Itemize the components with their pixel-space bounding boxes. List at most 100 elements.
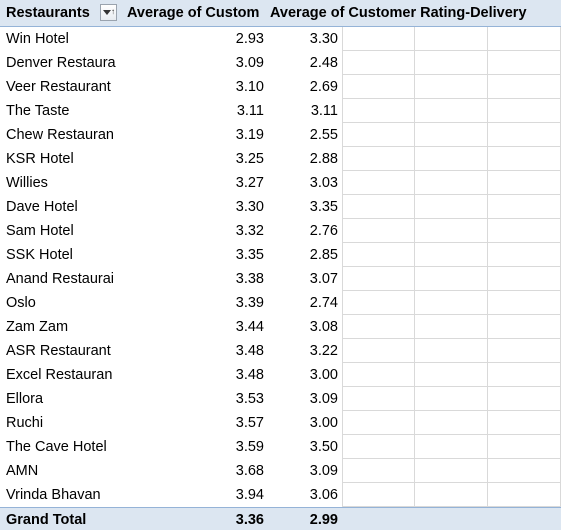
grid-column-line [414,0,415,530]
avg-rating-delivery-cell[interactable]: 2.85 [309,247,338,263]
grid-row-line [342,338,561,339]
avg-customer-rating-cell[interactable]: 3.35 [235,247,264,263]
avg-rating-delivery-cell[interactable]: 3.35 [309,199,338,215]
restaurant-name-cell[interactable]: Chew Restauran [6,127,114,143]
restaurant-name-cell[interactable]: Zam Zam [6,319,69,335]
avg-rating-delivery-cell[interactable]: 2.74 [309,295,338,311]
avg-customer-rating-cell[interactable]: 3.48 [235,367,264,383]
header-average-rating-delivery[interactable]: Average of Customer Rating-Delivery [270,5,527,21]
avg-customer-rating-cell[interactable]: 3.32 [235,223,264,239]
restaurant-name-cell[interactable]: Win Hotel [6,31,69,47]
avg-rating-delivery-cell[interactable]: 3.07 [309,271,338,287]
avg-rating-delivery-cell[interactable]: 3.03 [309,175,338,191]
avg-customer-rating-cell[interactable]: 3.30 [235,199,264,215]
restaurant-name-cell[interactable]: Oslo [6,295,36,311]
avg-rating-delivery-cell[interactable]: 3.00 [309,415,338,431]
grid-row-line [342,74,561,75]
avg-rating-delivery-cell[interactable]: 3.08 [309,319,338,335]
table-row: Vrinda Bhavan 3.94 3.06 [0,483,561,507]
table-row: The Cave Hotel 3.59 3.50 [0,435,561,459]
grand-total-avg-customer-rating[interactable]: 3.36 [235,512,264,528]
avg-rating-delivery-cell[interactable]: 3.00 [309,367,338,383]
restaurant-name-cell[interactable]: KSR Hotel [6,151,74,167]
table-row: Willies 3.27 3.03 [0,171,561,195]
restaurant-name-cell[interactable]: Vrinda Bhavan [6,487,101,503]
header-restaurants-label: Restaurants [6,5,90,21]
avg-rating-delivery-cell[interactable]: 2.76 [309,223,338,239]
avg-rating-delivery-cell[interactable]: 3.30 [309,31,338,47]
header-average-customer-rating[interactable]: Average of Custom [127,5,260,21]
grid-row-line [342,266,561,267]
avg-customer-rating-cell[interactable]: 2.93 [235,31,264,47]
table-row: Win Hotel 2.93 3.30 [0,27,561,51]
table-row: Ruchi 3.57 3.00 [0,411,561,435]
grid-row-line [342,434,561,435]
table-row: Sam Hotel 3.32 2.76 [0,219,561,243]
grid-row-line [342,506,561,507]
avg-customer-rating-cell[interactable]: 3.11 [236,103,264,119]
header-restaurants[interactable]: Restaurants ↑ [0,0,124,26]
table-row: Veer Restaurant 3.10 2.69 [0,75,561,99]
table-row: KSR Hotel 3.25 2.88 [0,147,561,171]
grid-row-line [342,146,561,147]
table-row: Ellora 3.53 3.09 [0,387,561,411]
restaurant-name-cell[interactable]: Willies [6,175,48,191]
table-row: Oslo 3.39 2.74 [0,291,561,315]
grand-total-avg-rating-delivery[interactable]: 2.99 [309,512,338,528]
avg-customer-rating-cell[interactable]: 3.48 [235,343,264,359]
restaurant-name-cell[interactable]: Ellora [6,391,44,407]
avg-customer-rating-cell[interactable]: 3.68 [235,463,264,479]
grid-column-line [342,0,343,530]
grid-row-line [342,458,561,459]
avg-rating-delivery-cell[interactable]: 3.50 [309,439,338,455]
avg-customer-rating-cell[interactable]: 3.38 [235,271,264,287]
avg-customer-rating-cell[interactable]: 3.94 [235,487,264,503]
grid-row-line [342,314,561,315]
restaurant-name-cell[interactable]: Denver Restaura [6,55,116,71]
avg-customer-rating-cell[interactable]: 3.25 [235,151,264,167]
grid-row-line [342,50,561,51]
avg-rating-delivery-cell[interactable]: 3.06 [309,487,338,503]
grid-row-line [342,362,561,363]
avg-customer-rating-cell[interactable]: 3.39 [235,295,264,311]
table-row: Denver Restaura 3.09 2.48 [0,51,561,75]
avg-customer-rating-cell[interactable]: 3.27 [235,175,264,191]
restaurant-name-cell[interactable]: AMN [6,463,39,479]
restaurant-name-cell[interactable]: The Taste [6,103,70,119]
avg-customer-rating-cell[interactable]: 3.59 [235,439,264,455]
avg-customer-rating-cell[interactable]: 3.57 [235,415,264,431]
avg-rating-delivery-cell[interactable]: 3.11 [310,103,338,119]
restaurant-name-cell[interactable]: Excel Restauran [6,367,113,383]
restaurant-name-cell[interactable]: ASR Restaurant [6,343,111,359]
filter-dropdown-icon[interactable]: ↑ [100,4,117,21]
table-row: SSK Hotel 3.35 2.85 [0,243,561,267]
avg-customer-rating-cell[interactable]: 3.19 [235,127,264,143]
restaurant-name-cell[interactable]: SSK Hotel [6,247,73,263]
grid-row-line [342,170,561,171]
avg-rating-delivery-cell[interactable]: 2.88 [309,151,338,167]
restaurant-name-cell[interactable]: Anand Restaurai [6,271,115,287]
grid-row-line [342,242,561,243]
avg-rating-delivery-cell[interactable]: 2.55 [309,127,338,143]
restaurant-name-cell[interactable]: Veer Restaurant [6,79,111,95]
avg-customer-rating-cell[interactable]: 3.09 [235,55,264,71]
avg-rating-delivery-cell[interactable]: 3.09 [309,463,338,479]
table-row: Anand Restaurai 3.38 3.07 [0,267,561,291]
avg-rating-delivery-cell[interactable]: 3.22 [309,343,338,359]
table-row: The Taste 3.11 3.11 [0,99,561,123]
grand-total-label[interactable]: Grand Total [6,512,87,528]
avg-customer-rating-cell[interactable]: 3.44 [235,319,264,335]
avg-rating-delivery-cell[interactable]: 3.09 [309,391,338,407]
restaurant-name-cell[interactable]: Ruchi [6,415,44,431]
grid-row-line [342,218,561,219]
grid-row-line [342,290,561,291]
avg-customer-rating-cell[interactable]: 3.10 [235,79,264,95]
restaurant-name-cell[interactable]: The Cave Hotel [6,439,107,455]
restaurant-name-cell[interactable]: Sam Hotel [6,223,74,239]
avg-customer-rating-cell[interactable]: 3.53 [235,391,264,407]
avg-rating-delivery-cell[interactable]: 2.69 [309,79,338,95]
grand-total-row: Grand Total 3.36 2.99 [0,507,561,530]
restaurant-name-cell[interactable]: Dave Hotel [6,199,78,215]
avg-rating-delivery-cell[interactable]: 2.48 [309,55,338,71]
